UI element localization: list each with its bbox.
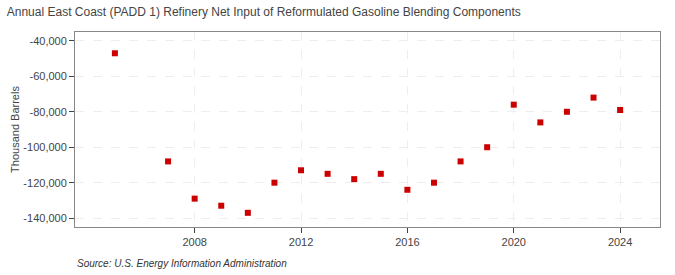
svg-text:2024: 2024 — [608, 236, 632, 248]
svg-text:-80,000: -80,000 — [29, 106, 66, 118]
svg-text:-60,000: -60,000 — [29, 70, 66, 82]
svg-text:-140,000: -140,000 — [23, 212, 66, 224]
svg-text:2012: 2012 — [289, 236, 313, 248]
svg-text:Source: U.S. Energy Informatio: Source: U.S. Energy Information Administ… — [77, 258, 287, 269]
svg-text:2016: 2016 — [395, 236, 419, 248]
svg-text:2020: 2020 — [502, 236, 526, 248]
svg-text:-120,000: -120,000 — [23, 177, 66, 189]
svg-text:Annual East Coast (PADD 1) Ref: Annual East Coast (PADD 1) Refinery Net … — [7, 5, 521, 19]
svg-text:2008: 2008 — [182, 236, 206, 248]
svg-text:-100,000: -100,000 — [23, 141, 66, 153]
svg-text:Thousand Barrels: Thousand Barrels — [9, 86, 21, 173]
svg-text:-40,000: -40,000 — [29, 35, 66, 47]
